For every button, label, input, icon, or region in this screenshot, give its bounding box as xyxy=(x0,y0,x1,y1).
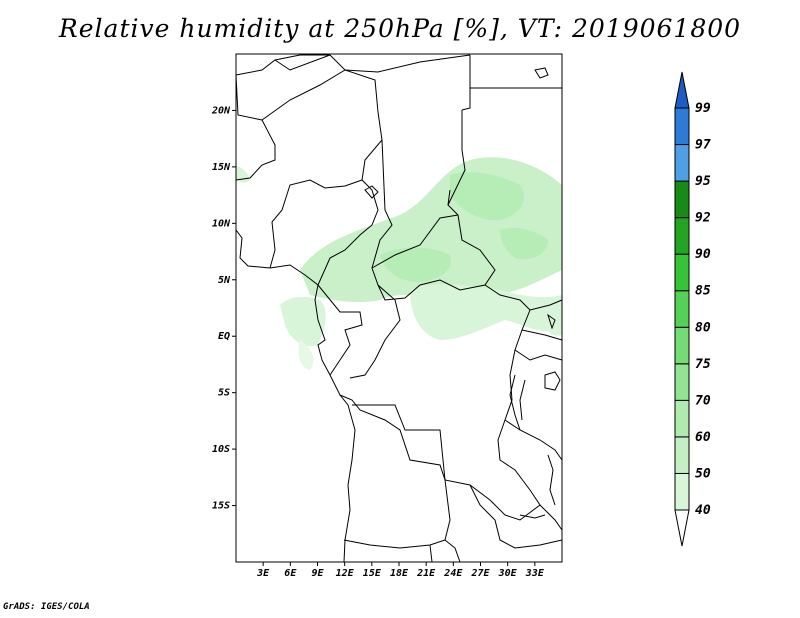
border-angola xyxy=(343,404,451,549)
colorbar-label: 85 xyxy=(695,284,711,299)
lat-axis: 20N 15N 10N 5N EQ 5S 10S 15S xyxy=(211,105,236,512)
map-title: Relative humidity at 250hPa [%], VT: 201… xyxy=(58,14,742,43)
lon-tick-label: 9E xyxy=(311,568,324,579)
lon-tick-label: 6E xyxy=(284,568,297,579)
border-gabon-congo xyxy=(317,284,401,379)
border-southern xyxy=(429,484,563,563)
colorbar-segment xyxy=(674,107,690,146)
colorbar-label: 40 xyxy=(695,503,711,518)
humidity-core-2 xyxy=(380,247,451,282)
colorbar-segment xyxy=(674,326,690,365)
colorbar-segment xyxy=(674,399,690,438)
colorbar-segment xyxy=(674,363,690,401)
humidity-patch-southwest xyxy=(298,340,314,370)
colorbar-segment xyxy=(674,253,690,292)
border-nigeria-cameroon xyxy=(269,179,379,286)
lon-tick-label: 24E xyxy=(443,568,463,579)
humidity-field xyxy=(236,157,562,370)
great-lakes xyxy=(509,371,561,519)
colorbar-segment xyxy=(674,180,690,219)
grads-credit: GrADS: IGES/COLA xyxy=(3,602,90,612)
lat-tick-label: 10N xyxy=(212,218,231,229)
lat-tick-label: EQ xyxy=(218,331,230,342)
lon-tick-label: 15E xyxy=(363,568,382,579)
lat-tick-label: 5N xyxy=(218,275,231,286)
lon-tick-label: 27E xyxy=(470,568,490,579)
colorbar-segment xyxy=(674,472,690,511)
colorbar-label: 97 xyxy=(695,138,711,153)
humidity-core-3 xyxy=(500,228,548,260)
lon-tick-label: 18E xyxy=(390,568,409,579)
lat-tick-label: 15N xyxy=(212,162,231,173)
colorbar-label: 50 xyxy=(695,466,711,481)
lon-tick-label: 33E xyxy=(525,568,545,579)
lon-tick-label: 12E xyxy=(336,568,355,579)
colorbar-min-triangle xyxy=(674,509,690,547)
border-car-south xyxy=(371,214,459,269)
border-libya-niger xyxy=(235,54,330,181)
colorbar-segment xyxy=(674,436,690,474)
lon-axis: 3E 6E 9E 12E 15E 18E 21E 24E 27E 30E 33E xyxy=(256,562,545,579)
humidity-band-central xyxy=(410,284,562,340)
colorbar: 40 50 60 70 75 80 85 90 92 95 97 99 xyxy=(674,71,711,547)
border-drc xyxy=(339,284,541,521)
lat-tick-label: 10S xyxy=(212,444,230,455)
border-algeria xyxy=(261,54,471,121)
colorbar-segment xyxy=(674,144,690,182)
islands-east xyxy=(534,67,556,330)
coastline-west xyxy=(235,229,356,563)
colorbar-label: 95 xyxy=(695,174,711,189)
humidity-core-1 xyxy=(450,172,524,221)
lat-tick-label: 15S xyxy=(212,501,230,512)
colorbar-max-triangle xyxy=(674,71,690,109)
colorbar-label: 92 xyxy=(695,211,711,226)
border-sudan xyxy=(447,55,562,206)
lat-tick-label: 20N xyxy=(211,105,231,116)
border-east-africa xyxy=(504,299,563,531)
humidity-patch-east xyxy=(540,306,562,336)
lake-chad xyxy=(364,185,379,199)
humidity-patch-west xyxy=(280,296,326,347)
colorbar-segment xyxy=(674,217,690,255)
colorbar-label: 70 xyxy=(695,393,711,408)
lon-tick-label: 21E xyxy=(416,568,436,579)
lon-tick-label: 3E xyxy=(256,568,270,579)
lat-tick-label: 5S xyxy=(218,388,230,399)
colorbar-label: 90 xyxy=(695,247,711,262)
borders xyxy=(235,54,563,563)
colorbar-segment xyxy=(674,290,690,328)
colorbar-label: 80 xyxy=(695,320,711,335)
colorbar-label: 99 xyxy=(695,101,711,116)
lon-tick-label: 30E xyxy=(498,568,518,579)
colorbar-label: 60 xyxy=(695,430,711,445)
colorbar-label: 75 xyxy=(695,357,711,372)
